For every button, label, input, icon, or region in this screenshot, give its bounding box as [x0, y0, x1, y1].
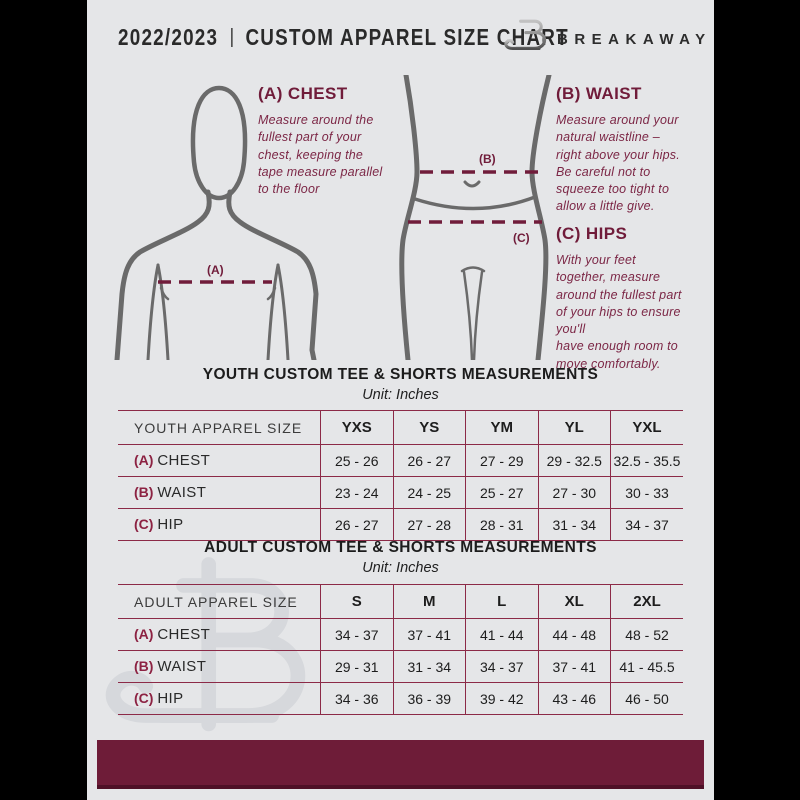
size-col-header: YXL	[610, 410, 683, 445]
adult-section-header: ADULT CUSTOM TEE & SHORTS MEASUREMENTS U…	[87, 539, 714, 576]
table-row-hip: (C) HIP 34 - 36 36 - 39 39 - 42 43 - 46 …	[118, 682, 683, 715]
cell-value: 24 - 25	[392, 476, 466, 509]
cell-value: 26 - 27	[320, 508, 393, 541]
hips-guide-heading: (C) HIPS	[556, 224, 628, 243]
cell-value: 37 - 41	[392, 618, 466, 651]
cell-value: 29 - 32.5	[537, 444, 611, 477]
adult-size-table: ADULT APPAREL SIZE S M L XL 2XL (A) CHES…	[118, 584, 683, 715]
footer-accent-bar	[97, 740, 704, 789]
size-col-header: S	[320, 584, 393, 619]
cell-value: 32.5 - 35.5	[610, 444, 683, 477]
adult-table-title: ADULT CUSTOM TEE & SHORTS MEASUREMENTS	[204, 539, 597, 556]
cell-value: 34 - 37	[320, 618, 393, 651]
row-marker: (C)	[134, 516, 154, 532]
row-label: HIP	[157, 516, 184, 533]
chest-marker-label: (A)	[207, 263, 224, 277]
youth-table-unit: Unit: Inches	[362, 387, 439, 403]
waist-hips-silhouette: (B) (C)	[399, 75, 552, 360]
page-title: CUSTOM APPAREL SIZE CHART	[245, 24, 569, 50]
row-marker: (A)	[134, 626, 154, 642]
row-marker: (A)	[134, 452, 154, 468]
table-row-waist: (B) WAIST 23 - 24 24 - 25 25 - 27 27 - 3…	[118, 476, 683, 509]
season-label: 2022/2023	[118, 24, 219, 50]
row-label: HIP	[157, 690, 184, 707]
cell-value: 43 - 46	[537, 682, 611, 715]
cell-value: 28 - 31	[465, 508, 538, 541]
table-row-waist: (B) WAIST 29 - 31 31 - 34 34 - 37 37 - 4…	[118, 650, 683, 683]
header-divider: |	[229, 26, 234, 48]
cell-value: 39 - 42	[465, 682, 538, 715]
table-row-chest: (A) CHEST 25 - 26 26 - 27 27 - 29 29 - 3…	[118, 444, 683, 477]
cell-value: 36 - 39	[392, 682, 466, 715]
size-col-header: M	[392, 584, 466, 619]
row-marker: (B)	[134, 484, 154, 500]
size-col-header: L	[465, 584, 538, 619]
hips-guide-body: With your feet together, measure around …	[556, 253, 682, 371]
chest-guide: (A) CHEST Measure around the fullest par…	[258, 84, 418, 198]
chest-silhouette: (A)	[114, 85, 319, 360]
table-header-row: ADULT APPAREL SIZE S M L XL 2XL	[118, 584, 683, 619]
cell-value: 27 - 28	[392, 508, 466, 541]
size-col-header: YL	[537, 410, 611, 445]
waist-guide-body: Measure around your natural waistline – …	[556, 113, 680, 214]
cell-value: 41 - 44	[465, 618, 538, 651]
cell-value: 34 - 37	[610, 508, 683, 541]
cell-value: 31 - 34	[392, 650, 466, 683]
adult-size-header-label: ADULT APPAREL SIZE	[118, 584, 321, 619]
row-label: CHEST	[157, 452, 211, 469]
hips-marker-label: (C)	[513, 231, 530, 245]
cell-value: 30 - 33	[610, 476, 683, 509]
size-col-header: 2XL	[610, 584, 683, 619]
row-marker: (B)	[134, 658, 154, 674]
youth-table-title: YOUTH CUSTOM TEE & SHORTS MEASUREMENTS	[202, 366, 599, 383]
row-label: CHEST	[157, 626, 211, 643]
cell-value: 25 - 26	[320, 444, 393, 477]
poster-page: 2022/2023 | CUSTOM APPAREL SIZE CHART BR…	[87, 0, 714, 800]
cell-value: 34 - 37	[465, 650, 538, 683]
youth-size-table: YOUTH APPAREL SIZE YXS YS YM YL YXL (A) …	[118, 410, 683, 541]
size-col-header: YS	[392, 410, 466, 445]
breakaway-logo-icon	[504, 15, 547, 52]
cell-value: 27 - 29	[465, 444, 538, 477]
size-col-header: XL	[537, 584, 611, 619]
cell-value: 46 - 50	[610, 682, 683, 715]
cell-value: 31 - 34	[537, 508, 611, 541]
waist-marker-label: (B)	[479, 152, 496, 166]
size-col-header: YXS	[320, 410, 393, 445]
cell-value: 37 - 41	[537, 650, 611, 683]
brand-name: BREAKAWAY	[557, 31, 712, 48]
table-row-chest: (A) CHEST 34 - 37 37 - 41 41 - 44 44 - 4…	[118, 618, 683, 651]
table-header-row: YOUTH APPAREL SIZE YXS YS YM YL YXL	[118, 410, 683, 445]
waist-guide: (B) WAIST Measure around your natural wa…	[556, 84, 714, 216]
waist-guide-heading: (B) WAIST	[556, 84, 642, 103]
youth-size-header-label: YOUTH APPAREL SIZE	[118, 410, 321, 445]
row-label: WAIST	[157, 484, 207, 501]
chest-guide-heading: (A) CHEST	[258, 84, 348, 103]
row-marker: (C)	[134, 690, 154, 706]
adult-table-unit: Unit: Inches	[362, 560, 439, 576]
hips-guide: (C) HIPS With your feet together, measur…	[556, 224, 714, 373]
table-row-hip: (C) HIP 26 - 27 27 - 28 28 - 31 31 - 34 …	[118, 508, 683, 541]
cell-value: 41 - 45.5	[610, 650, 683, 683]
cell-value: 26 - 27	[392, 444, 466, 477]
size-col-header: YM	[465, 410, 538, 445]
cell-value: 29 - 31	[320, 650, 393, 683]
cell-value: 44 - 48	[537, 618, 611, 651]
cell-value: 23 - 24	[320, 476, 393, 509]
cell-value: 34 - 36	[320, 682, 393, 715]
cell-value: 48 - 52	[610, 618, 683, 651]
chest-guide-body: Measure around the fullest part of your …	[258, 113, 383, 196]
cell-value: 25 - 27	[465, 476, 538, 509]
youth-section-header: YOUTH CUSTOM TEE & SHORTS MEASUREMENTS U…	[87, 366, 714, 403]
cell-value: 27 - 30	[537, 476, 611, 509]
row-label: WAIST	[157, 658, 207, 675]
page-header: 2022/2023 | CUSTOM APPAREL SIZE CHART	[118, 24, 569, 51]
